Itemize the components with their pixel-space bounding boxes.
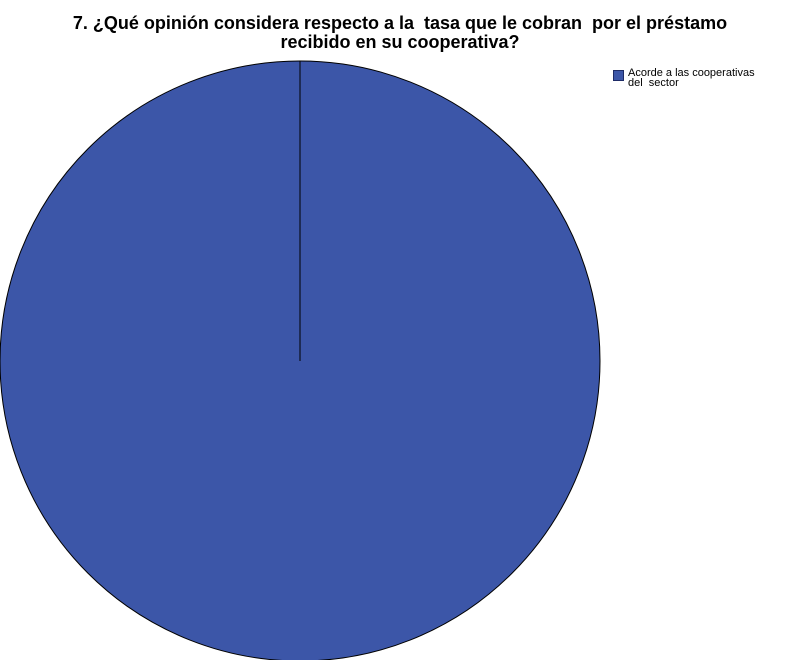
chart-title-line-1: 7. ¿Qué opinión considera respecto a la … (72, 13, 728, 33)
chart-title: 7. ¿Qué opinión considera respecto a la … (0, 14, 800, 52)
legend: Acorde a las cooperativas del sector (613, 67, 805, 89)
legend-label-line-1: Acorde a las cooperativas (628, 67, 755, 79)
legend-item: Acorde a las cooperativas del sector (613, 67, 805, 89)
pie-group (0, 60, 601, 660)
chart-title-line-2: recibido en su cooperativa? (280, 32, 520, 52)
legend-swatch (613, 70, 624, 81)
legend-label: Acorde a las cooperativas del sector (628, 67, 755, 89)
legend-label-line-2: del sector (628, 77, 679, 89)
